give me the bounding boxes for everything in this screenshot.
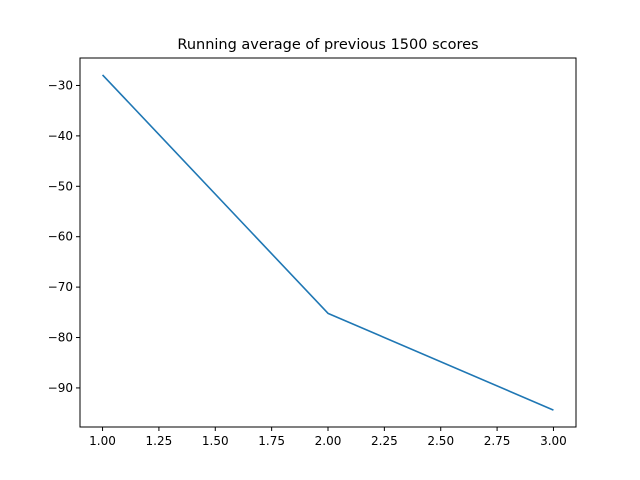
- x-tick-label: 2.00: [315, 434, 342, 448]
- x-tick-label: 1.50: [202, 434, 229, 448]
- y-tick-label: −60: [48, 230, 73, 244]
- y-tick-label: −50: [48, 179, 73, 193]
- x-tick-label: 2.75: [484, 434, 511, 448]
- x-tick-label: 1.25: [146, 434, 173, 448]
- x-tick-label: 1.75: [258, 434, 285, 448]
- y-tick-label: −30: [48, 78, 73, 92]
- y-tick-label: −70: [48, 280, 73, 294]
- x-tick-label: 2.50: [427, 434, 454, 448]
- y-tick-label: −90: [48, 381, 73, 395]
- x-tick-label: 2.25: [371, 434, 398, 448]
- x-tick-label: 1.00: [89, 434, 116, 448]
- chart-title: Running average of previous 1500 scores: [177, 37, 478, 53]
- y-tick-label: −40: [48, 129, 73, 143]
- y-tick-label: −80: [48, 331, 73, 345]
- x-tick-label: 3.00: [540, 434, 567, 448]
- plot-area: 1.00 1.25 1.50 1.75 2.00 2.25 2.50 2.75 3.00 −30 −…: [48, 57, 577, 448]
- series-line: [101, 74, 554, 411]
